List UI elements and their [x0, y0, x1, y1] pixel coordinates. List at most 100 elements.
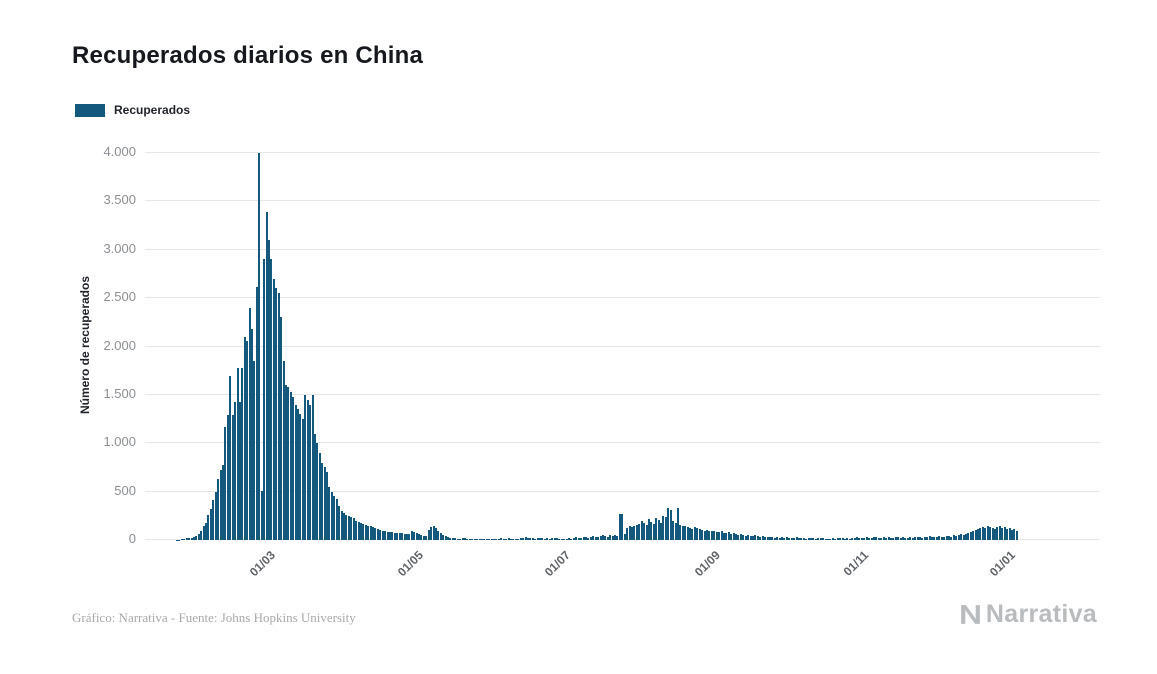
- bar: [253, 361, 256, 540]
- bar: [236, 367, 239, 540]
- bar: [597, 537, 600, 540]
- bar: [921, 537, 924, 540]
- bar: [812, 538, 815, 540]
- bar: [933, 536, 936, 540]
- bar: [231, 415, 234, 540]
- bar: [328, 486, 331, 540]
- page-title: Recuperados diarios en China: [72, 42, 424, 69]
- bar: [338, 506, 341, 540]
- bar: [662, 515, 665, 540]
- bar: [217, 479, 220, 540]
- bar: [473, 539, 476, 540]
- bar: [444, 536, 447, 540]
- bar: [686, 527, 689, 540]
- legend-item-recuperados[interactable]: Recuperados: [75, 103, 190, 117]
- bar: [650, 521, 653, 540]
- bar: [984, 528, 987, 540]
- bar: [713, 531, 716, 540]
- bar: [599, 535, 602, 540]
- bar: [843, 538, 846, 540]
- bar: [952, 535, 955, 540]
- bar: [497, 539, 500, 540]
- bar: [676, 508, 679, 540]
- bar: [606, 536, 609, 540]
- bar: [401, 533, 404, 540]
- x-tick-label: 01/05: [394, 548, 426, 580]
- bar: [931, 537, 934, 540]
- bar: [546, 538, 549, 540]
- bar: [737, 534, 740, 540]
- bar: [529, 537, 532, 540]
- bar: [725, 533, 728, 540]
- bar: [197, 534, 200, 540]
- bar: [669, 510, 672, 540]
- bar: [297, 409, 300, 540]
- bar: [630, 527, 633, 540]
- bar: [587, 537, 590, 540]
- bar: [420, 535, 423, 540]
- bar: [350, 516, 353, 540]
- bar: [306, 399, 309, 540]
- bar: [618, 513, 621, 540]
- bar: [234, 401, 237, 540]
- bar: [280, 317, 283, 540]
- bar: [241, 367, 244, 540]
- y-tick-label: 500: [114, 482, 136, 498]
- bar: [1015, 531, 1018, 540]
- narrativa-n-icon: [958, 602, 983, 627]
- bar: [243, 336, 246, 540]
- bar: [543, 538, 546, 540]
- bar: [476, 539, 479, 540]
- bar: [914, 537, 917, 540]
- bar: [357, 521, 360, 540]
- y-tick-label: 1.500: [103, 385, 136, 401]
- bar: [863, 538, 866, 540]
- bar: [715, 531, 718, 540]
- bar: [195, 536, 198, 540]
- bar: [776, 537, 779, 540]
- bar: [422, 535, 425, 540]
- bar: [652, 523, 655, 540]
- bar: [848, 538, 851, 540]
- bar: [689, 528, 692, 540]
- bar: [471, 539, 474, 540]
- bar: [555, 538, 558, 540]
- bar: [834, 538, 837, 540]
- bar: [742, 535, 745, 540]
- bar: [824, 538, 827, 540]
- bar: [284, 385, 287, 540]
- bar: [539, 537, 542, 540]
- bar: [614, 535, 617, 540]
- bar: [836, 538, 839, 540]
- bar: [974, 530, 977, 540]
- bar: [388, 532, 391, 540]
- bar: [872, 537, 875, 540]
- bar: [860, 537, 863, 540]
- bar: [790, 538, 793, 540]
- bar: [364, 524, 367, 540]
- bar: [255, 286, 258, 540]
- bar: [478, 539, 481, 540]
- bar: [829, 538, 832, 540]
- bar: [238, 401, 241, 540]
- bar: [679, 524, 682, 540]
- bar: [998, 526, 1001, 540]
- bar: [352, 517, 355, 540]
- bar: [899, 537, 902, 540]
- gridline: [145, 248, 1100, 250]
- bar: [645, 524, 648, 540]
- bar: [960, 534, 963, 540]
- bar: [304, 394, 307, 540]
- bar: [386, 531, 389, 540]
- bar: [621, 514, 624, 540]
- bar: [282, 361, 285, 540]
- bar: [623, 534, 626, 540]
- bar: [180, 539, 183, 540]
- bar: [495, 539, 498, 540]
- bar: [802, 538, 805, 540]
- bar: [706, 530, 708, 540]
- bar: [749, 536, 752, 540]
- bar: [977, 529, 980, 540]
- bar: [577, 538, 580, 540]
- bar: [604, 536, 607, 540]
